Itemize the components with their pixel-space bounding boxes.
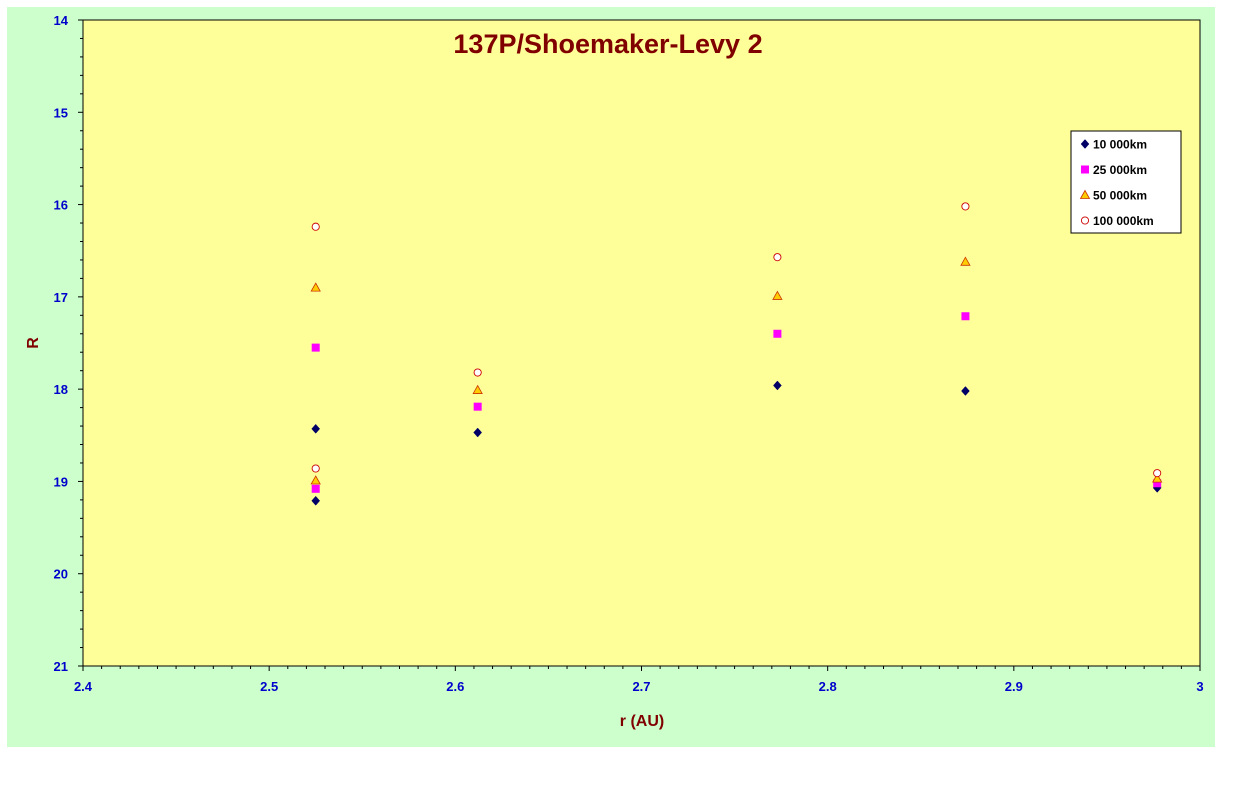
x-tick-labels: 2.4 2.5 2.6 2.7 2.8 2.9 3: [74, 679, 1204, 694]
x-tick-label: 2.9: [1005, 679, 1023, 694]
legend-box: [1070, 130, 1182, 234]
legend-label: 50 000km: [1093, 189, 1147, 203]
y-axis-title: R: [25, 337, 42, 349]
data-point: [1151, 473, 1163, 483]
data-point: [961, 386, 970, 396]
data-point: [311, 423, 321, 434]
data-point: [961, 312, 970, 321]
x-tick-label: 2.7: [632, 679, 650, 694]
y-tick-labels: 14 15 16 17 18 19 20 21: [54, 13, 69, 674]
plot-area: [82, 19, 1201, 667]
x-tick-label: 2.4: [74, 679, 93, 694]
x-tick-label: 2.5: [260, 679, 278, 694]
y-tick-label: 21: [54, 659, 68, 674]
axis-ticks: [78, 19, 1201, 671]
legend-marker: [1079, 189, 1091, 199]
data-point: [311, 343, 320, 352]
legend-marker: [1081, 165, 1089, 174]
data-point: [311, 484, 320, 493]
data-point: [311, 222, 320, 231]
data-point: [311, 464, 320, 473]
y-tick-label: 18: [54, 382, 68, 397]
y-tick-label: 17: [54, 290, 68, 305]
legend-label: 100 000km: [1093, 214, 1154, 228]
legend-label: 25 000km: [1093, 163, 1147, 177]
data-point: [310, 282, 321, 292]
legend-marker: [1080, 216, 1090, 225]
legend-marker: [1080, 139, 1090, 149]
chart-title: 137P/Shoemaker-Levy 2: [453, 29, 762, 59]
legend: 10 000km 25 000km 50 000km 100 000km: [1070, 130, 1182, 234]
x-axis-title: r (AU): [620, 713, 664, 730]
data-points: [310, 202, 1163, 506]
x-tick-label: 2.8: [819, 679, 837, 694]
data-point: [773, 253, 782, 262]
data-point: [960, 256, 971, 266]
y-tick-label: 14: [54, 13, 69, 28]
data-point: [473, 368, 482, 377]
data-point: [773, 329, 782, 338]
y-tick-label: 19: [54, 474, 68, 489]
data-point: [473, 402, 482, 411]
y-tick-label: 15: [54, 105, 68, 120]
data-point: [472, 384, 483, 394]
x-tick-label: 2.6: [446, 679, 464, 694]
data-point: [773, 380, 782, 391]
x-tick-label: 3: [1196, 679, 1203, 694]
data-point: [1153, 469, 1162, 478]
y-tick-label: 20: [54, 567, 68, 582]
data-point: [772, 290, 783, 300]
data-point: [310, 475, 321, 485]
legend-label: 10 000km: [1093, 138, 1147, 152]
y-tick-label: 16: [54, 198, 68, 213]
data-point: [311, 495, 321, 506]
data-point: [473, 427, 483, 438]
data-point: [1153, 479, 1162, 488]
data-point: [961, 202, 970, 211]
